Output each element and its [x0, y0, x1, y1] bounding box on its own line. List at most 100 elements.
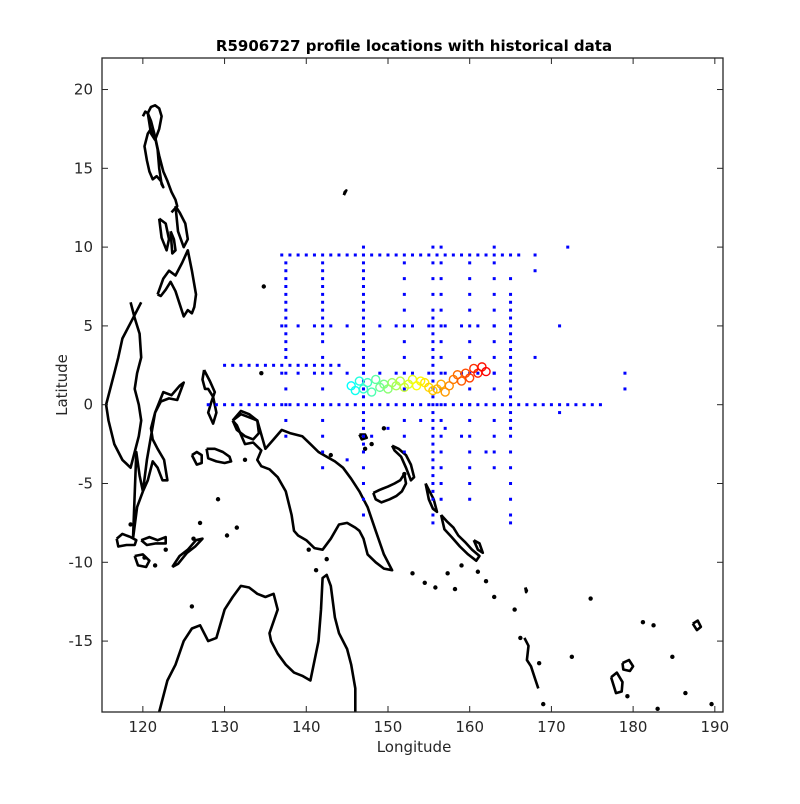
coastline-solomons — [439, 514, 481, 562]
coast-islet — [670, 654, 675, 660]
historical-point — [361, 308, 365, 312]
coastline-fiji-2 — [621, 658, 635, 673]
historical-point — [329, 363, 333, 367]
historical-point — [431, 363, 435, 367]
coastline-sulawesi — [131, 381, 185, 539]
historical-point — [431, 513, 435, 517]
historical-point — [525, 403, 529, 407]
historical-point — [431, 316, 435, 320]
coast-islet — [640, 619, 646, 625]
historical-point — [361, 316, 365, 320]
historical-point — [439, 403, 443, 407]
historical-point — [558, 324, 562, 328]
historical-point — [312, 253, 316, 257]
historical-point — [402, 308, 406, 312]
historical-point — [468, 355, 472, 359]
historical-point — [361, 403, 365, 407]
historical-point — [460, 324, 464, 328]
coast-islet — [422, 580, 427, 585]
historical-point — [402, 387, 406, 391]
historical-point — [284, 387, 288, 391]
coastline-seram — [205, 447, 233, 465]
historical-point — [427, 253, 431, 257]
historical-point — [492, 308, 496, 312]
coast-islet — [306, 547, 311, 552]
historical-point — [361, 395, 365, 399]
historical-point — [431, 521, 435, 525]
historical-point — [439, 418, 443, 422]
historical-point — [443, 324, 447, 328]
historical-point — [451, 403, 455, 407]
historical-point — [431, 497, 435, 501]
historical-point — [419, 403, 423, 407]
historical-point — [509, 340, 513, 344]
historical-point — [431, 418, 435, 422]
historical-point — [492, 450, 496, 454]
historical-point — [468, 434, 472, 438]
historical-point — [411, 403, 414, 407]
coastline-borneo-east — [104, 301, 143, 469]
historical-point — [288, 253, 292, 257]
coastline-visayas-1 — [157, 217, 171, 252]
historical-point — [402, 450, 406, 454]
y-tick-label: 10 — [74, 238, 93, 256]
historical-points-layer — [206, 245, 627, 525]
historical-point — [541, 403, 545, 407]
historical-point — [431, 489, 435, 493]
historical-point — [321, 355, 325, 359]
historical-point — [378, 371, 382, 375]
coastline-vanuatu — [523, 637, 540, 689]
historical-point — [272, 403, 276, 407]
historical-point — [431, 308, 435, 312]
profile-point — [415, 376, 426, 386]
historical-point — [431, 450, 435, 454]
historical-point — [533, 355, 537, 359]
historical-point — [492, 355, 496, 359]
profile-point — [362, 377, 373, 388]
coast-islet — [313, 567, 319, 573]
x-tick-label: 140 — [292, 718, 321, 736]
coast-islet — [142, 555, 147, 560]
coast-islet — [541, 701, 546, 707]
historical-point — [223, 403, 227, 407]
historical-point — [321, 285, 325, 289]
historical-point — [492, 253, 496, 257]
historical-point — [443, 253, 447, 257]
historical-point — [284, 308, 288, 312]
coast-islet — [163, 547, 168, 552]
coast-islet — [224, 533, 230, 538]
coast-islet — [512, 607, 517, 612]
historical-point — [321, 387, 325, 391]
y-tick-label: 20 — [74, 81, 93, 99]
historical-point — [443, 371, 447, 375]
chart-title: R5906727 profile locations with historic… — [216, 37, 612, 55]
historical-point — [574, 403, 578, 407]
historical-point — [329, 371, 333, 375]
historical-point — [361, 497, 365, 501]
historical-point — [288, 363, 292, 367]
coastline-guam — [342, 189, 348, 196]
historical-point — [284, 269, 288, 273]
historical-point — [296, 371, 300, 375]
historical-point — [337, 363, 341, 367]
historical-point — [361, 466, 365, 470]
historical-point — [402, 403, 406, 407]
historical-point — [468, 497, 472, 501]
historical-point — [431, 261, 435, 265]
coastline-samoa — [691, 619, 703, 632]
historical-point — [509, 403, 513, 407]
coast-islet — [588, 596, 593, 601]
coast-islet — [651, 623, 656, 628]
historical-point — [476, 253, 480, 257]
historical-point — [431, 277, 435, 281]
historical-point — [533, 253, 537, 257]
profile-point — [464, 373, 475, 383]
historical-point — [361, 434, 365, 438]
historical-point — [263, 403, 267, 407]
historical-point — [517, 403, 521, 407]
historical-point — [304, 253, 308, 257]
historical-point — [361, 245, 365, 249]
historical-point — [361, 277, 365, 281]
historical-point — [255, 403, 259, 407]
